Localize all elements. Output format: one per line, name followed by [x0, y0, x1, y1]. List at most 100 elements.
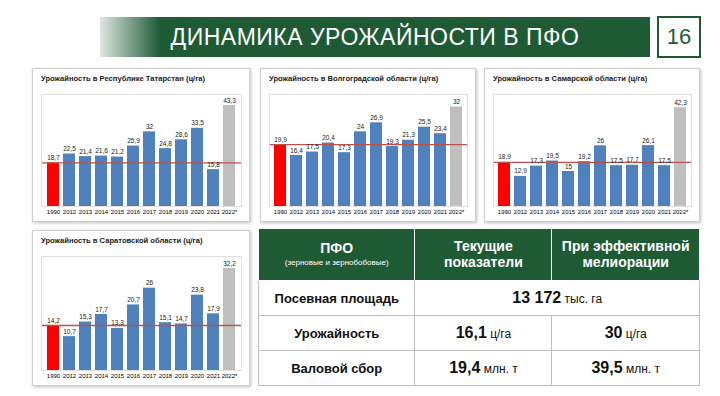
svg-text:19,3: 19,3 [386, 138, 399, 145]
svg-text:2018: 2018 [159, 373, 173, 379]
svg-text:12,9: 12,9 [514, 167, 527, 174]
svg-text:23,4: 23,4 [434, 125, 447, 132]
svg-text:42,3: 42,3 [674, 99, 687, 106]
svg-text:17,7: 17,7 [626, 156, 639, 163]
svg-text:26: 26 [597, 137, 605, 144]
svg-text:15,1: 15,1 [159, 314, 172, 321]
svg-text:2012: 2012 [63, 209, 77, 215]
svg-text:26: 26 [146, 279, 154, 286]
svg-text:14,7: 14,7 [175, 315, 188, 322]
svg-text:2017: 2017 [370, 209, 384, 215]
svg-text:17,5: 17,5 [610, 157, 623, 164]
svg-text:25,9: 25,9 [127, 137, 140, 144]
svg-text:33,5: 33,5 [191, 119, 204, 126]
html-text:При эффективной мелиорации: При эффективной мелиорации [561, 238, 690, 270]
svg-text:21,4: 21,4 [79, 148, 92, 155]
svg-text:2017: 2017 [143, 209, 157, 215]
svg-text:15: 15 [565, 163, 573, 170]
svg-text:2012: 2012 [63, 373, 77, 379]
svg-text:1990: 1990 [498, 209, 512, 215]
svg-text:20,7: 20,7 [127, 296, 140, 303]
svg-text:14,2: 14,2 [47, 317, 60, 324]
svg-text:22,5: 22,5 [63, 145, 76, 152]
svg-text:19,2: 19,2 [578, 153, 591, 160]
svg-text:2015: 2015 [562, 209, 576, 215]
svg-text:25,5: 25,5 [418, 118, 431, 125]
svg-text:18,7: 18,7 [47, 154, 60, 161]
svg-text:28,6: 28,6 [175, 131, 188, 138]
svg-text:2013: 2013 [306, 209, 320, 215]
svg-text:15,8: 15,8 [207, 161, 220, 168]
svg-text:2013: 2013 [79, 209, 93, 215]
svg-text:2022*: 2022* [673, 209, 689, 215]
svg-text:2016: 2016 [127, 373, 141, 379]
svg-text:2021: 2021 [207, 373, 221, 379]
svg-text:2019: 2019 [626, 209, 640, 215]
html-text:16: 16 [666, 24, 692, 49]
svg-text:17,3: 17,3 [530, 157, 543, 164]
svg-text:2018: 2018 [610, 209, 624, 215]
svg-text:2012: 2012 [514, 209, 528, 215]
svg-text:17,3: 17,3 [338, 144, 351, 151]
svg-text:1990: 1990 [274, 209, 288, 215]
svg-text:32: 32 [453, 98, 461, 105]
svg-text:43,3: 43,3 [223, 97, 236, 104]
svg-text:18,9: 18,9 [498, 153, 511, 160]
svg-text:2021: 2021 [207, 209, 221, 215]
svg-text:17,7: 17,7 [95, 306, 108, 313]
svg-text:2021: 2021 [658, 209, 672, 215]
svg-text:2022*: 2022* [222, 209, 238, 215]
svg-text:2014: 2014 [95, 373, 109, 379]
svg-text:10,7: 10,7 [63, 328, 76, 335]
svg-text:2020: 2020 [642, 209, 656, 215]
svg-text:17,9: 17,9 [207, 305, 220, 312]
html-text:ДИНАМИКА УРОЖАЙНОСТИ В ПФО: ДИНАМИКА УРОЖАЙНОСТИ В ПФО [170, 24, 580, 50]
svg-text:21,3: 21,3 [402, 131, 415, 138]
html-text:Текущие показатели: Текущие показатели [444, 238, 523, 270]
svg-text:17,5: 17,5 [306, 143, 319, 150]
svg-text:26,1: 26,1 [642, 137, 655, 144]
svg-text:13,3: 13,3 [111, 319, 124, 326]
svg-text:2013: 2013 [79, 373, 93, 379]
svg-text:2021: 2021 [434, 209, 448, 215]
svg-text:15,3: 15,3 [79, 313, 92, 320]
svg-text:19,9: 19,9 [274, 136, 287, 143]
svg-text:2015: 2015 [111, 373, 125, 379]
svg-text:2020: 2020 [191, 209, 205, 215]
svg-text:2018: 2018 [386, 209, 400, 215]
svg-text:2015: 2015 [111, 209, 125, 215]
svg-text:24,8: 24,8 [159, 140, 172, 147]
svg-text:2019: 2019 [402, 209, 416, 215]
svg-text:2018: 2018 [159, 209, 173, 215]
svg-text:20,4: 20,4 [322, 134, 335, 141]
svg-text:21,6: 21,6 [95, 147, 108, 154]
svg-text:2014: 2014 [322, 209, 336, 215]
svg-text:24: 24 [357, 123, 365, 130]
svg-text:2016: 2016 [578, 209, 592, 215]
svg-text:2016: 2016 [127, 209, 141, 215]
svg-text:2013: 2013 [530, 209, 544, 215]
svg-text:2014: 2014 [95, 209, 109, 215]
svg-text:2017: 2017 [594, 209, 608, 215]
svg-text:2014: 2014 [546, 209, 560, 215]
svg-text:1990: 1990 [47, 373, 61, 379]
svg-text:2017: 2017 [143, 373, 157, 379]
svg-text:23,8: 23,8 [191, 286, 204, 293]
svg-text:2020: 2020 [191, 373, 205, 379]
svg-text:32: 32 [146, 123, 154, 130]
svg-text:19,5: 19,5 [546, 152, 559, 159]
svg-text:21,2: 21,2 [111, 148, 124, 155]
svg-text:2022*: 2022* [449, 209, 465, 215]
svg-text:1990: 1990 [47, 209, 61, 215]
svg-text:2015: 2015 [338, 209, 352, 215]
svg-text:2019: 2019 [175, 209, 189, 215]
svg-text:26,9: 26,9 [370, 114, 383, 121]
svg-text:2022*: 2022* [222, 373, 238, 379]
svg-text:32,2: 32,2 [223, 260, 236, 267]
svg-text:2012: 2012 [290, 209, 304, 215]
svg-text:2019: 2019 [175, 373, 189, 379]
svg-text:2016: 2016 [354, 209, 368, 215]
svg-text:2020: 2020 [418, 209, 432, 215]
svg-text:16,4: 16,4 [290, 147, 303, 154]
svg-text:17,5: 17,5 [658, 157, 671, 164]
